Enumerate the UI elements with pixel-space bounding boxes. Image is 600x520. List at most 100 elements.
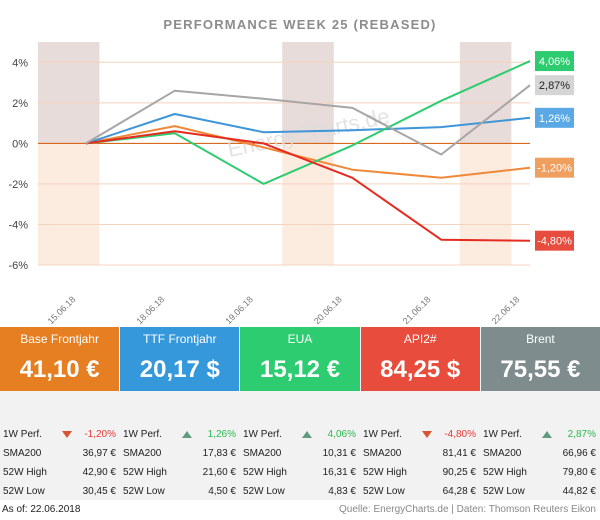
low-row: 52W Low 30,45 € bbox=[3, 485, 116, 499]
high-value: 90,25 € bbox=[442, 467, 476, 478]
y-tick-label: -2% bbox=[8, 179, 28, 191]
perf-value: -1,20% bbox=[84, 429, 116, 440]
end-label-box bbox=[535, 157, 574, 178]
high-value: 42,90 € bbox=[82, 467, 116, 478]
low-value: 44,82 € bbox=[562, 486, 596, 497]
perf-row: 1W Perf. -4,80% bbox=[363, 428, 476, 442]
sma-row: SMA200 81,41 € bbox=[363, 447, 476, 461]
sma-value: 17,83 € bbox=[202, 448, 236, 459]
low-value: 64,28 € bbox=[442, 486, 476, 497]
high-value: 16,31 € bbox=[322, 467, 356, 478]
sma-row: SMA200 36,97 € bbox=[3, 447, 116, 461]
perf-value: 1,26% bbox=[207, 429, 236, 440]
sma-label: SMA200 bbox=[123, 448, 162, 459]
low-row: 52W Low 4,50 € bbox=[123, 485, 236, 499]
box-name: Base Frontjahr bbox=[20, 332, 99, 346]
x-tick-label: 15.06.18 bbox=[46, 294, 78, 325]
box-brent: Brent 75,55 € bbox=[480, 327, 600, 391]
box-price: 75,55 € bbox=[500, 356, 581, 383]
high-row: 52W High 42,90 € bbox=[3, 466, 116, 480]
band-upper bbox=[282, 42, 334, 144]
arrow-icon bbox=[542, 431, 552, 438]
low-label: 52W Low bbox=[243, 486, 285, 497]
end-label-text: 2,87% bbox=[539, 80, 570, 92]
box-price: 41,10 € bbox=[19, 356, 100, 383]
low-value: 4,50 € bbox=[208, 486, 236, 497]
box-price: 84,25 $ bbox=[380, 356, 461, 383]
sma-row: SMA200 17,83 € bbox=[123, 447, 236, 461]
y-tick-label: 2% bbox=[12, 98, 28, 110]
low-row: 52W Low 4,83 € bbox=[243, 485, 356, 499]
perf-label: 1W Perf. bbox=[3, 429, 42, 440]
low-value: 30,45 € bbox=[82, 486, 116, 497]
arrow-icon bbox=[62, 431, 72, 438]
arrow-icon bbox=[422, 431, 432, 438]
box-ttf-frontjahr: TTF Frontjahr 20,17 $ bbox=[120, 327, 241, 391]
box-name: TTF Frontjahr bbox=[143, 332, 217, 346]
sma-label: SMA200 bbox=[363, 448, 402, 459]
sma-value: 81,41 € bbox=[442, 448, 476, 459]
series-line-api2- bbox=[85, 130, 531, 242]
perf-label: 1W Perf. bbox=[483, 429, 522, 440]
high-row: 52W High 16,31 € bbox=[243, 466, 356, 480]
end-label-box bbox=[535, 51, 574, 72]
stats-col-api2: 1W Perf. -4,80% SMA200 81,41 € 52W High 90,… bbox=[360, 391, 480, 500]
high-label: 52W High bbox=[363, 467, 407, 478]
arrow-icon bbox=[302, 431, 312, 438]
series-line-ttf-frontjahr bbox=[85, 113, 531, 145]
box-name: API2# bbox=[403, 332, 437, 346]
low-value: 4,83 € bbox=[328, 486, 356, 497]
end-label-text: -4,80% bbox=[537, 236, 572, 248]
x-tick-label: 18.06.18 bbox=[134, 294, 166, 325]
sma-row: SMA200 10,31 € bbox=[243, 447, 356, 461]
perf-row: 1W Perf. -1,20% bbox=[3, 428, 116, 442]
y-tick-label: -4% bbox=[8, 219, 28, 231]
x-tick-label: 21.06.18 bbox=[401, 294, 433, 325]
perf-label: 1W Perf. bbox=[243, 429, 282, 440]
y-tick-label: -6% bbox=[8, 260, 28, 272]
high-value: 79,80 € bbox=[562, 467, 596, 478]
end-label-box bbox=[535, 75, 574, 96]
stats-col-brent: 1W Perf. 2,87% SMA200 66,96 € 52W High 79,8… bbox=[480, 391, 600, 500]
band-upper bbox=[38, 42, 100, 144]
low-label: 52W Low bbox=[123, 486, 165, 497]
stats-panel: 1W Perf. -1,20% SMA200 36,97 € 52W High 42,… bbox=[0, 391, 600, 500]
end-label-text: 4,06% bbox=[539, 56, 570, 68]
performance-chart: PERFORMANCE WEEK 25 (REBASED) 4% 2% 0% -2% -… bbox=[8, 17, 574, 325]
end-label-text: 1,26% bbox=[539, 113, 570, 125]
chart-title: PERFORMANCE WEEK 25 (REBASED) bbox=[163, 17, 436, 32]
series-line-eua bbox=[85, 60, 531, 185]
sma-value: 36,97 € bbox=[82, 448, 116, 459]
stats-col-ttf-frontjahr: 1W Perf. 1,26% SMA200 17,83 € 52W High 21,6… bbox=[120, 391, 240, 500]
as-of-date: As of: 22.06.2018 bbox=[2, 504, 81, 515]
instrument-boxes: Base Frontjahr 41,10 € TTF Frontjahr 20,… bbox=[0, 327, 600, 391]
sma-label: SMA200 bbox=[243, 448, 282, 459]
box-name: Brent bbox=[526, 332, 555, 346]
sma-label: SMA200 bbox=[483, 448, 522, 459]
low-label: 52W Low bbox=[363, 486, 405, 497]
low-row: 52W Low 44,82 € bbox=[483, 485, 596, 499]
series-line-brent bbox=[85, 84, 531, 156]
band-upper bbox=[459, 42, 512, 144]
high-row: 52W High 90,25 € bbox=[363, 466, 476, 480]
perf-label: 1W Perf. bbox=[363, 429, 402, 440]
high-label: 52W High bbox=[483, 467, 527, 478]
source-note: Quelle: EnergyCharts.de | Daten: Thomson… bbox=[339, 504, 596, 515]
box-name: EUA bbox=[287, 332, 313, 346]
low-row: 52W Low 64,28 € bbox=[363, 485, 476, 499]
low-label: 52W Low bbox=[3, 486, 45, 497]
series-line-base-frontjahr bbox=[85, 125, 531, 179]
y-tick-label: 4% bbox=[12, 57, 28, 69]
high-row: 52W High 79,80 € bbox=[483, 466, 596, 480]
x-tick-label: 19.06.18 bbox=[223, 294, 255, 325]
perf-row: 1W Perf. 2,87% bbox=[483, 428, 596, 442]
box-api2: API2# 84,25 $ bbox=[360, 327, 481, 391]
box-price: 15,12 € bbox=[259, 356, 341, 383]
box-base-frontjahr: Base Frontjahr 41,10 € bbox=[0, 327, 121, 391]
sma-row: SMA200 66,96 € bbox=[483, 447, 596, 461]
sma-value: 66,96 € bbox=[562, 448, 596, 459]
x-tick-label: 22.06.18 bbox=[490, 294, 522, 325]
stats-col-base-frontjahr: 1W Perf. -1,20% SMA200 36,97 € 52W High 42,… bbox=[0, 391, 120, 500]
stats-col-eua: 1W Perf. 4,06% SMA200 10,31 € 52W High 16,3… bbox=[240, 391, 360, 500]
sma-value: 10,31 € bbox=[322, 448, 356, 459]
